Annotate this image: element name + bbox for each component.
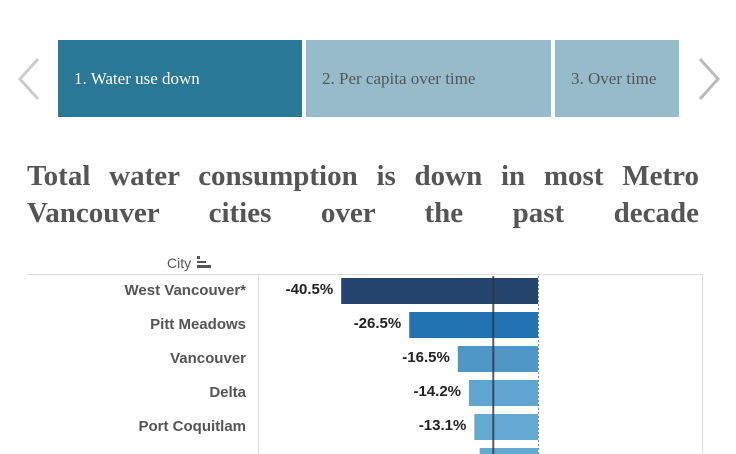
bar	[341, 278, 538, 304]
page-title: Total water consumption is down in most …	[27, 158, 699, 232]
city-column-header[interactable]: City	[167, 255, 212, 271]
bar	[474, 414, 538, 440]
tab-label: 3. Over time	[571, 68, 657, 88]
bar	[468, 380, 538, 406]
category-label: Vancouver	[170, 350, 246, 367]
value-label: -14.2%	[413, 383, 461, 400]
category-label: Pitt Meadows	[150, 316, 246, 333]
sort-descending-icon[interactable]	[195, 255, 212, 269]
category-label: Delta	[209, 384, 246, 401]
bar-partial	[479, 448, 538, 454]
column-header-label: City	[167, 255, 192, 271]
bar	[457, 346, 538, 372]
prev-chevron-left-icon[interactable]	[14, 56, 44, 102]
category-label: West Vancouver*	[124, 282, 246, 299]
value-label: -40.5%	[285, 281, 334, 298]
tab-per-capita-over-time[interactable]: 2. Per capita over time	[306, 40, 551, 117]
tab-water-use-down[interactable]: 1. Water use down	[58, 40, 302, 117]
category-label: Port Coquitlam	[138, 418, 247, 435]
tab-label: 2. Per capita over time	[322, 68, 476, 88]
title-line: Vancouver cities over the past decade	[27, 197, 699, 229]
value-label: -16.5%	[402, 349, 450, 366]
next-chevron-right-icon[interactable]	[694, 56, 724, 102]
value-label: -13.1%	[418, 417, 467, 434]
tab-label: 1. Water use down	[74, 68, 200, 88]
bar	[409, 312, 538, 338]
tab-over-time[interactable]: 3. Over time	[555, 40, 679, 117]
title-line: Total water consumption is down in most …	[27, 160, 699, 192]
value-label: -26.5%	[353, 315, 402, 332]
